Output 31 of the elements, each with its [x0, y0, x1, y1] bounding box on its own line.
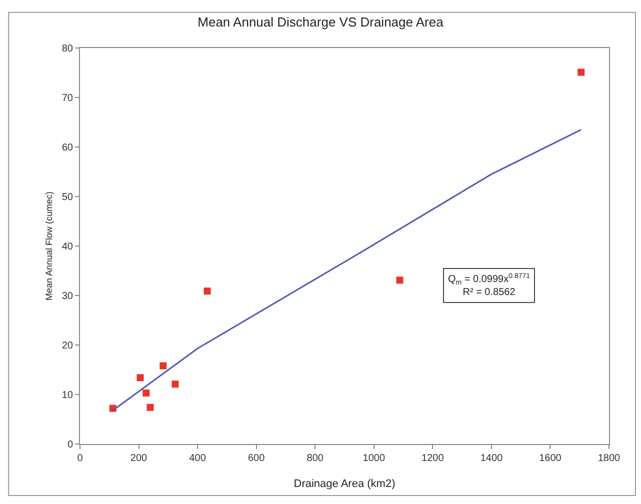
x-tick-label: 1200: [422, 453, 444, 464]
y-tick-label: 80: [62, 44, 74, 54]
y-tick-label: 10: [62, 390, 74, 401]
point: [396, 276, 404, 284]
x-tick-label: 200: [130, 453, 148, 464]
point: [146, 404, 154, 411]
y-axis-title: Mean Annual Flow (cumec): [44, 191, 54, 301]
y-tick-label: 60: [62, 142, 74, 154]
y-tick-label: 50: [62, 192, 74, 203]
y-tick-label: 20: [62, 340, 74, 352]
point: [204, 288, 211, 295]
y-tick-label: 0: [67, 440, 74, 450]
point: [172, 380, 179, 388]
x-tick-label: 0: [77, 453, 84, 464]
chart-title: Mean Annual Discharge VS Drainage Area: [198, 14, 444, 30]
y-tick-label: 40: [62, 242, 74, 252]
x-tick-label: 1600: [539, 453, 562, 464]
x-tick-label: 1400: [480, 453, 503, 464]
y-tick-label: 30: [62, 291, 74, 302]
x-tick-label: 600: [248, 453, 266, 464]
x-axis-title: Drainage Area (km2): [294, 478, 396, 490]
x-tick-label: 800: [306, 453, 324, 464]
y-tick-label: 70: [62, 93, 74, 104]
x-tick-label: 1000: [362, 453, 386, 464]
annotation: Q$_{m}$ = 0.0999x$^{0.8771}$ R² = 0.8562: [448, 273, 530, 298]
point: [142, 390, 150, 397]
x-tick-label: 400: [189, 453, 206, 464]
point: [578, 68, 585, 76]
x-tick-label: 1800: [598, 453, 621, 464]
point: [136, 374, 144, 382]
point: [160, 362, 167, 370]
